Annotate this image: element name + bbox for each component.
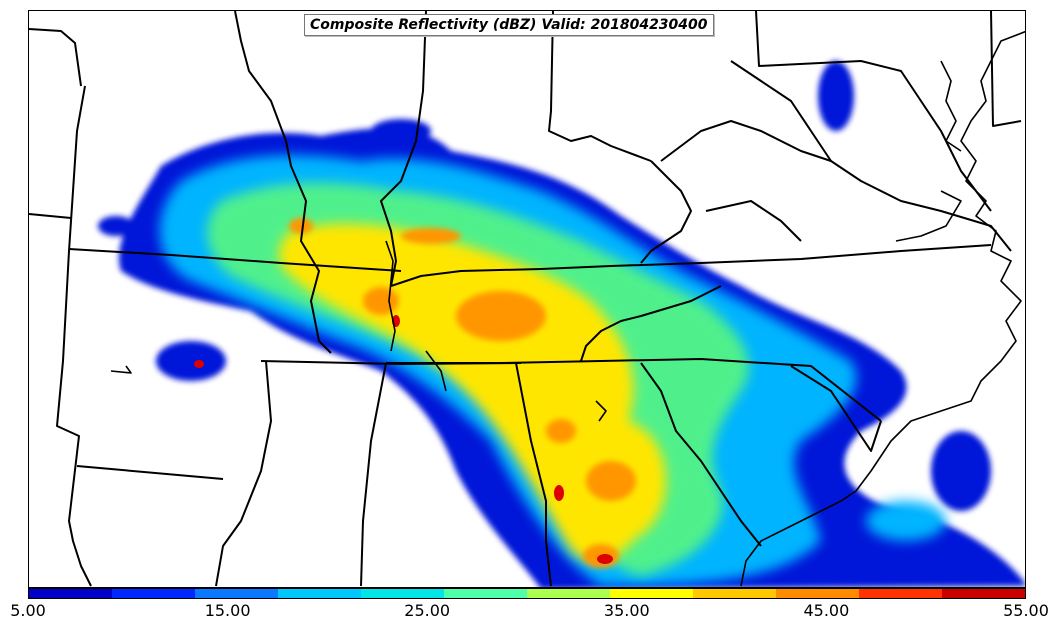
colorbar-tick-label: 15.00 [204,601,251,620]
colorbar [28,588,1026,599]
colorbar-tick-label: 45.00 [803,601,850,620]
colorbar-segment [942,589,1025,598]
colorbar-segment [527,589,610,598]
colorbar-segment [610,589,693,598]
colorbar-segment [361,589,444,598]
colorbar-tick-label: 25.00 [404,601,451,620]
reflectivity-map [29,11,1025,587]
colorbar-segment [29,589,112,598]
colorbar-tick-label: 5.00 [10,601,46,620]
colorbar-segment [112,589,195,598]
state-borders [29,11,1022,587]
coastline [110,30,1025,587]
colorbar-segment [278,589,361,598]
map-title: Composite Reflectivity (dBZ) Valid: 2018… [304,14,714,36]
map-frame [28,10,1026,588]
colorbar-labels: 5.00 15.00 25.00 35.00 45.00 55.00 [0,601,1060,625]
colorbar-segment [693,589,776,598]
colorbar-segment [444,589,527,598]
colorbar-tick-label: 55.00 [1003,601,1049,620]
colorbar-segment [195,589,278,598]
reflectivity-field [98,61,1025,587]
colorbar-segment [776,589,859,598]
colorbar-segment [859,589,942,598]
colorbar-tick-label: 35.00 [603,601,650,620]
